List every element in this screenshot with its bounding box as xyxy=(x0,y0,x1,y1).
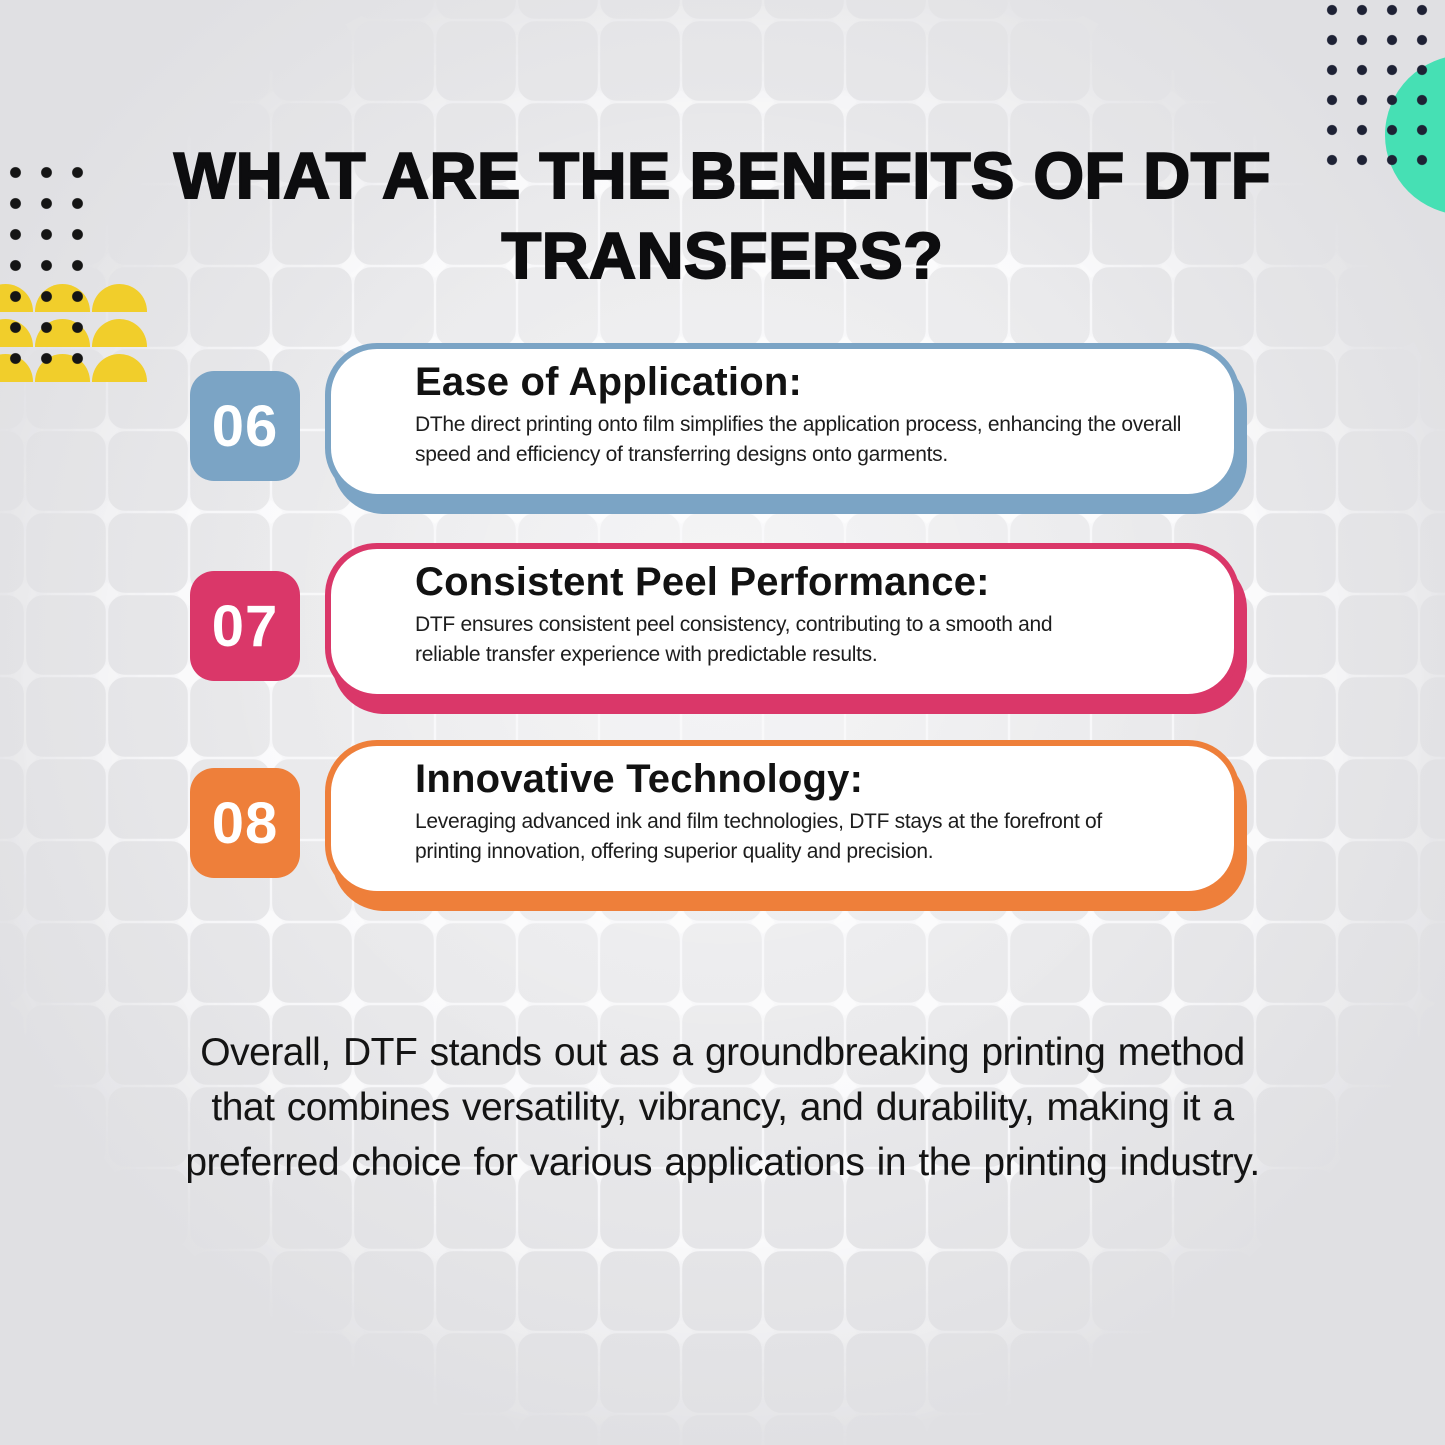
benefit-card: Innovative Technology: Leveraging advanc… xyxy=(325,740,1247,911)
benefit-title: Consistent Peel Performance: xyxy=(415,560,990,604)
benefit-title: Innovative Technology: xyxy=(415,757,864,801)
card-body: Innovative Technology: Leveraging advanc… xyxy=(325,740,1240,897)
benefit-title: Ease of Application: xyxy=(415,360,803,404)
benefit-number-badge: 06 xyxy=(190,371,300,481)
benefit-number-badge: 07 xyxy=(190,571,300,681)
benefit-description: DTF ensures consistent peel consistency,… xyxy=(415,613,1053,666)
dot-grid-top-right xyxy=(1317,0,1437,175)
benefit-row-08: 08 Innovative Technology: Leveraging adv… xyxy=(0,740,1445,912)
summary-paragraph: Overall, DTF stands out as a groundbreak… xyxy=(185,1031,1260,1184)
page-title: WHAT ARE THE BENEFITS OF DTF TRANSFERS? xyxy=(173,138,1272,293)
benefit-description: Leveraging advanced ink and film technol… xyxy=(415,810,1102,863)
card-body: Consistent Peel Performance: DTF ensures… xyxy=(325,543,1240,700)
card-body: Ease of Application: DThe direct printin… xyxy=(325,343,1240,500)
dot-grid-left xyxy=(0,157,93,374)
benefit-card: Ease of Application: DThe direct printin… xyxy=(325,343,1247,514)
benefit-number-badge: 08 xyxy=(190,768,300,878)
benefit-card: Consistent Peel Performance: DTF ensures… xyxy=(325,543,1247,714)
benefit-row-06: 06 Ease of Application: DThe direct prin… xyxy=(0,343,1445,515)
benefit-row-07: 07 Consistent Peel Performance: DTF ensu… xyxy=(0,543,1445,715)
benefit-description: DThe direct printing onto film simplifie… xyxy=(415,413,1182,466)
